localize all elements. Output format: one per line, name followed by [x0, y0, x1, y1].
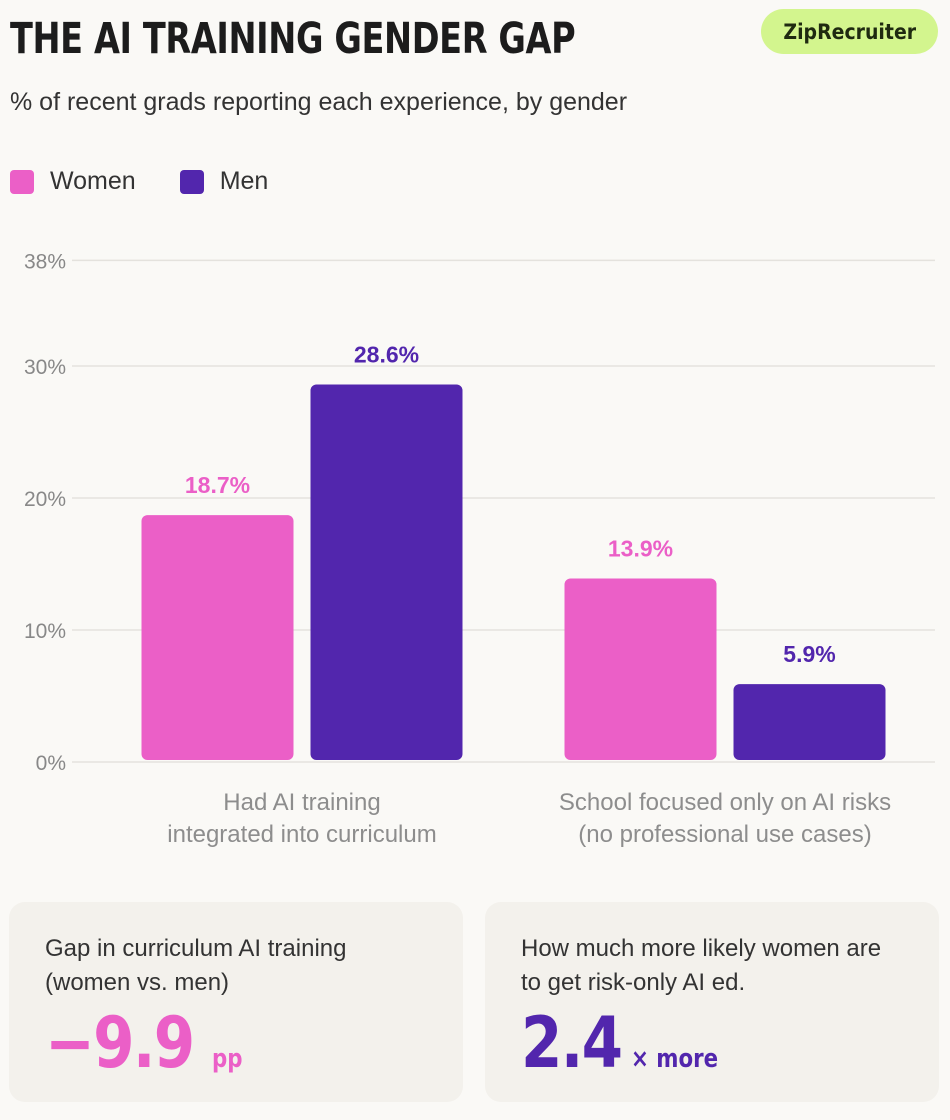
stat-card-likelihood-value: 2.4	[521, 1002, 623, 1084]
bar-women	[564, 578, 717, 760]
chart-title: THE AI TRAINING GENDER GAP	[10, 14, 576, 64]
stat-card-likelihood: How much more likely women are to get ri…	[485, 902, 939, 1102]
legend-label-women: Women	[50, 167, 136, 195]
data-label-men: 28.6%	[354, 341, 419, 367]
legend: Women Men	[10, 167, 312, 196]
data-label-women: 18.7%	[185, 472, 250, 498]
legend-swatch-men	[179, 169, 204, 194]
y-tick-label: 0%	[36, 752, 66, 775]
legend-label-men: Men	[219, 167, 269, 195]
legend-swatch-women	[10, 169, 34, 194]
stat-card-gap-label-line1: Gap in curriculum AI training	[45, 935, 347, 962]
stat-card-likelihood-value-wrap: 2.4 × more	[521, 1002, 737, 1084]
chart-subtitle: % of recent grads reporting each experie…	[10, 88, 628, 116]
stat-card-gap-label-line2: (women vs. men)	[45, 969, 230, 996]
bar-women	[141, 515, 294, 760]
legend-item-men: Men	[179, 167, 269, 196]
brand-name: ZipRecruiter	[783, 19, 916, 44]
category-label: Had AI training	[223, 789, 380, 816]
bar-men	[733, 684, 886, 760]
stat-card-gap-value-wrap: −9.9 pp	[45, 1002, 249, 1084]
bar-chart: 0% 10% 20% 30% 38% 18.7% 13.9% 28.6% 5.9% Had AI …	[24, 250, 935, 848]
data-label-men: 5.9%	[783, 641, 835, 667]
stat-card-likelihood-label: How much more likely women are to get ri…	[521, 932, 901, 1000]
y-tick-label: 20%	[24, 488, 66, 511]
stat-card-gap: Gap in curriculum AI training (women vs.…	[9, 902, 463, 1102]
stat-card-gap-unit: pp	[211, 1044, 243, 1074]
stat-card-gap-label: Gap in curriculum AI training (women vs.…	[45, 932, 425, 1000]
stat-card-likelihood-unit: × more	[631, 1044, 719, 1074]
category-label: (no professional use cases)	[578, 821, 871, 848]
brand-badge: ZipRecruiter	[761, 9, 938, 54]
y-tick-label: 30%	[24, 356, 66, 379]
y-tick-label: 10%	[24, 620, 66, 643]
stat-card-gap-value: −9.9	[45, 1002, 195, 1084]
stat-card-likelihood-label-line1: How much more likely women are	[521, 935, 882, 962]
category-label: School focused only on AI risks	[559, 789, 891, 816]
legend-item-women: Women	[10, 167, 136, 196]
data-label-women: 13.9%	[608, 536, 673, 562]
stat-card-likelihood-label-line2: to get risk-only AI ed.	[521, 969, 746, 996]
bar-men	[310, 384, 463, 760]
y-tick-label: 38%	[24, 250, 66, 273]
category-label: integrated into curriculum	[167, 821, 436, 848]
